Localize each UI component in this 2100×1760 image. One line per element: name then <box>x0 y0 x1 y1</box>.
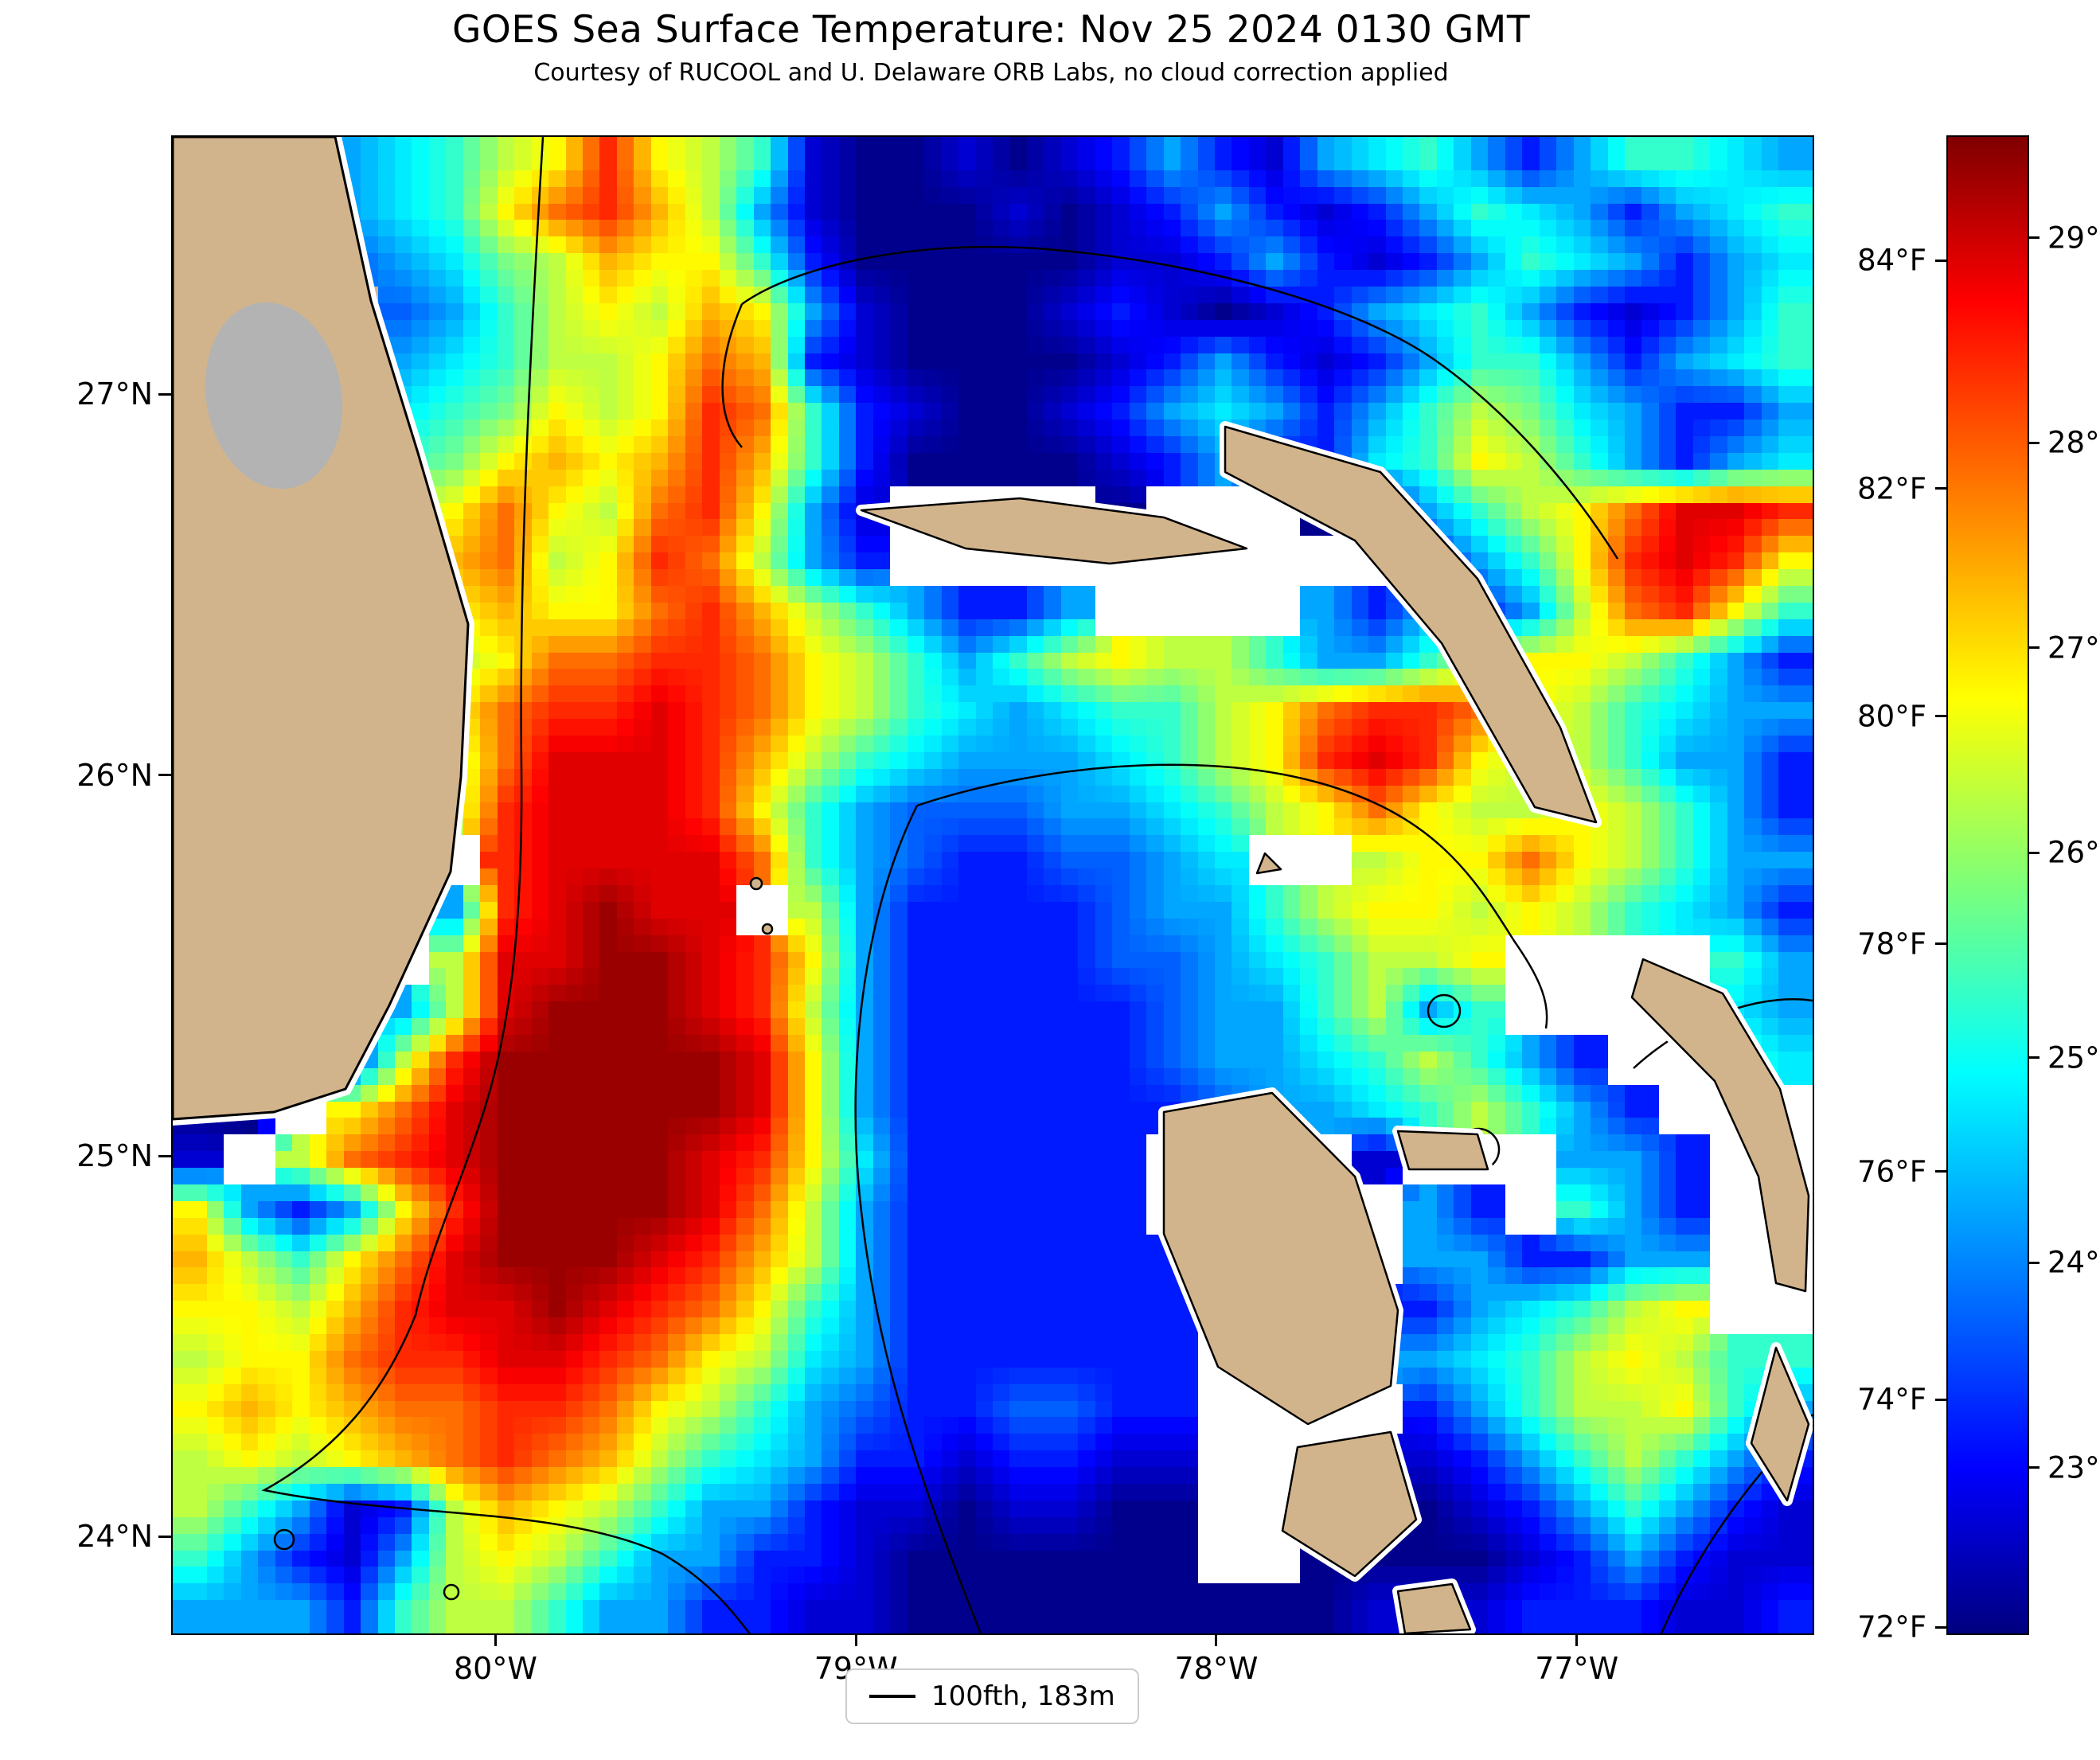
colorbar-tick-fahrenheit <box>1935 487 1946 490</box>
y-axis-tick <box>158 392 171 396</box>
colorbar-label-celsius: 28°C <box>2047 425 2100 460</box>
colorbar <box>1946 135 2029 1635</box>
y-axis-tick <box>158 1535 171 1538</box>
colorbar-tick-fahrenheit <box>1935 942 1946 946</box>
y-axis-tick-label: 24°N <box>76 1519 153 1555</box>
colorbar-label-celsius: 25°C <box>2047 1040 2100 1075</box>
y-axis-tick <box>158 774 171 777</box>
page-title: GOES Sea Surface Temperature: Nov 25 202… <box>451 8 1531 52</box>
colorbar-label-fahrenheit: 72°F <box>1857 1610 1926 1645</box>
sst-map <box>171 135 1814 1635</box>
x-axis-tick <box>494 1633 497 1646</box>
colorbar-tick-fahrenheit <box>1935 715 1946 718</box>
x-axis-tick-label: 77°W <box>1535 1651 1619 1686</box>
colorbar-label-fahrenheit: 74°F <box>1857 1382 1926 1417</box>
y-axis-tick-label: 27°N <box>76 377 153 412</box>
colorbar-label-celsius: 23°C <box>2047 1450 2100 1485</box>
colorbar-label-celsius: 26°C <box>2047 835 2100 870</box>
x-axis-tick-label: 78°W <box>1174 1651 1259 1686</box>
colorbar-tick-fahrenheit <box>1935 1625 1946 1629</box>
colorbar-label-celsius: 29°C <box>2047 220 2100 256</box>
colorbar-tick-celsius <box>2028 1466 2039 1469</box>
colorbar-label-fahrenheit: 84°F <box>1857 243 1926 278</box>
colorbar-tick-fahrenheit <box>1935 259 1946 262</box>
colorbar-label-fahrenheit: 80°F <box>1857 699 1926 734</box>
page-subtitle: Courtesy of RUCOOL and U. Delaware ORB L… <box>533 59 1449 87</box>
legend-label: 100fth, 183m <box>931 1680 1115 1712</box>
y-axis-tick <box>158 1154 171 1157</box>
colorbar-label-fahrenheit: 82°F <box>1857 471 1926 506</box>
y-axis-tick-label: 25°N <box>76 1138 153 1174</box>
colorbar-tick-celsius <box>2028 646 2039 650</box>
colorbar-tick-celsius <box>2028 851 2039 854</box>
x-axis-tick <box>1575 1633 1579 1646</box>
sst-heatmap-canvas <box>173 137 1813 1633</box>
x-axis-tick <box>1215 1633 1218 1646</box>
colorbar-tick-celsius <box>2028 236 2039 240</box>
colorbar-tick-fahrenheit <box>1935 1170 1946 1173</box>
colorbar-tick-celsius <box>2028 1261 2039 1264</box>
colorbar-label-fahrenheit: 78°F <box>1857 927 1926 962</box>
colorbar-label-fahrenheit: 76°F <box>1857 1154 1926 1189</box>
x-axis-tick <box>854 1633 857 1646</box>
colorbar-tick-celsius <box>2028 441 2039 444</box>
legend: 100fth, 183m <box>845 1668 1139 1724</box>
colorbar-label-celsius: 24°C <box>2047 1245 2100 1280</box>
y-axis-tick-label: 26°N <box>76 757 153 793</box>
x-axis-tick-label: 80°W <box>454 1651 537 1686</box>
legend-line-sample <box>869 1695 915 1698</box>
colorbar-tick-fahrenheit <box>1935 1398 1946 1401</box>
colorbar-label-celsius: 27°C <box>2047 630 2100 665</box>
colorbar-tick-celsius <box>2028 1056 2039 1060</box>
